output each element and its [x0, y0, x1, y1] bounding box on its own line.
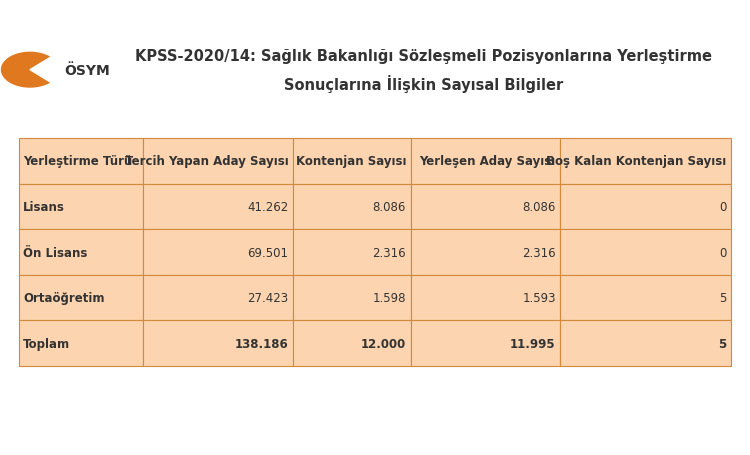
Bar [293, 275, 410, 321]
Bar [143, 275, 293, 321]
Bar [410, 275, 560, 321]
Wedge shape [30, 58, 60, 83]
Text: 1.598: 1.598 [373, 292, 406, 304]
Text: Sonuçlarına İlişkin Sayısal Bilgiler: Sonuçlarına İlişkin Sayısal Bilgiler [284, 75, 563, 93]
Bar [560, 139, 731, 184]
Bar [410, 184, 560, 230]
Bar [293, 139, 410, 184]
Bar [19, 139, 143, 184]
Bar [19, 275, 143, 321]
Text: 41.262: 41.262 [248, 201, 289, 213]
Circle shape [2, 53, 58, 88]
Bar [293, 230, 410, 275]
Text: Boş Kalan Kontenjan Sayısı: Boş Kalan Kontenjan Sayısı [547, 155, 727, 168]
Text: 1.593: 1.593 [522, 292, 556, 304]
Bar [560, 184, 731, 230]
Text: 27.423: 27.423 [248, 292, 289, 304]
Bar [410, 230, 560, 275]
Text: 8.086: 8.086 [373, 201, 406, 213]
Bar [293, 184, 410, 230]
Text: KPSS-2020/14: Sağlık Bakanlığı Sözleşmeli Pozisyonlarına Yerleştirme: KPSS-2020/14: Sağlık Bakanlığı Sözleşmel… [135, 50, 712, 64]
Bar [410, 139, 560, 184]
Text: Kontenjan Sayısı: Kontenjan Sayısı [296, 155, 406, 168]
Text: 2.316: 2.316 [522, 246, 556, 259]
Text: 69.501: 69.501 [248, 246, 289, 259]
Bar [560, 321, 731, 366]
Bar [293, 321, 410, 366]
Text: 5: 5 [718, 337, 727, 350]
Bar [560, 275, 731, 321]
Bar [410, 321, 560, 366]
Text: 0: 0 [719, 246, 727, 259]
Bar [560, 230, 731, 275]
Text: Ortaöğretim: Ortaöğretim [23, 292, 105, 304]
Text: ÖSYM: ÖSYM [64, 64, 110, 77]
Bar [143, 230, 293, 275]
Text: 8.086: 8.086 [522, 201, 556, 213]
Text: Toplam: Toplam [23, 337, 70, 350]
Text: 11.995: 11.995 [510, 337, 556, 350]
Bar [143, 184, 293, 230]
Text: Ön Lisans: Ön Lisans [23, 246, 88, 259]
Text: 138.186: 138.186 [235, 337, 289, 350]
Text: 0: 0 [719, 201, 727, 213]
Bar [19, 230, 143, 275]
Text: Tercih Yapan Aday Sayısı: Tercih Yapan Aday Sayısı [124, 155, 289, 168]
Text: Yerleştirme Türü: Yerleştirme Türü [23, 155, 133, 168]
Text: 12.000: 12.000 [361, 337, 406, 350]
Text: 2.316: 2.316 [373, 246, 406, 259]
Bar [19, 184, 143, 230]
Bar [143, 139, 293, 184]
Text: Yerleşen Aday Sayısı: Yerleşen Aday Sayısı [419, 155, 556, 168]
Bar [19, 321, 143, 366]
Text: Lisans: Lisans [23, 201, 65, 213]
Text: 5: 5 [719, 292, 727, 304]
Bar [143, 321, 293, 366]
